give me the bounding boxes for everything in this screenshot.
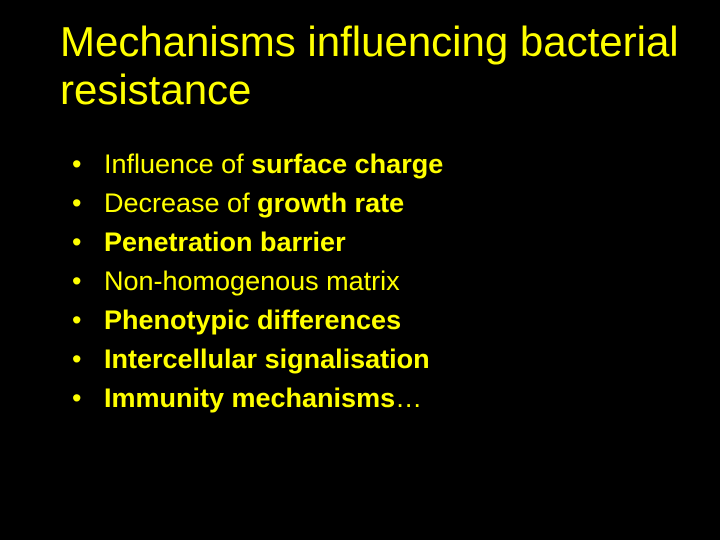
- bullet-prefix: Influence of: [104, 149, 251, 179]
- bullet-bold: Penetration barrier: [104, 227, 346, 257]
- bullet-bold: surface charge: [251, 149, 443, 179]
- slide-container: Mechanisms influencing bacterial resista…: [0, 0, 720, 540]
- list-item: Decrease of growth rate: [72, 184, 680, 223]
- slide-title: Mechanisms influencing bacterial resista…: [60, 18, 680, 115]
- list-item: Non-homogenous matrix: [72, 262, 680, 301]
- bullet-prefix: Decrease of: [104, 188, 257, 218]
- bullet-list: Influence of surface charge Decrease of …: [60, 145, 680, 419]
- bullet-bold: growth rate: [257, 188, 404, 218]
- bullet-bold: Immunity mechanisms: [104, 383, 395, 413]
- list-item: Influence of surface charge: [72, 145, 680, 184]
- list-item: Immunity mechanisms…: [72, 379, 680, 418]
- bullet-bold: Intercellular signalisation: [104, 344, 430, 374]
- list-item: Penetration barrier: [72, 223, 680, 262]
- list-item: Phenotypic differences: [72, 301, 680, 340]
- bullet-prefix: Non-homogenous matrix: [104, 266, 400, 296]
- list-item: Intercellular signalisation: [72, 340, 680, 379]
- bullet-bold: Phenotypic differences: [104, 305, 401, 335]
- bullet-suffix: …: [395, 383, 422, 413]
